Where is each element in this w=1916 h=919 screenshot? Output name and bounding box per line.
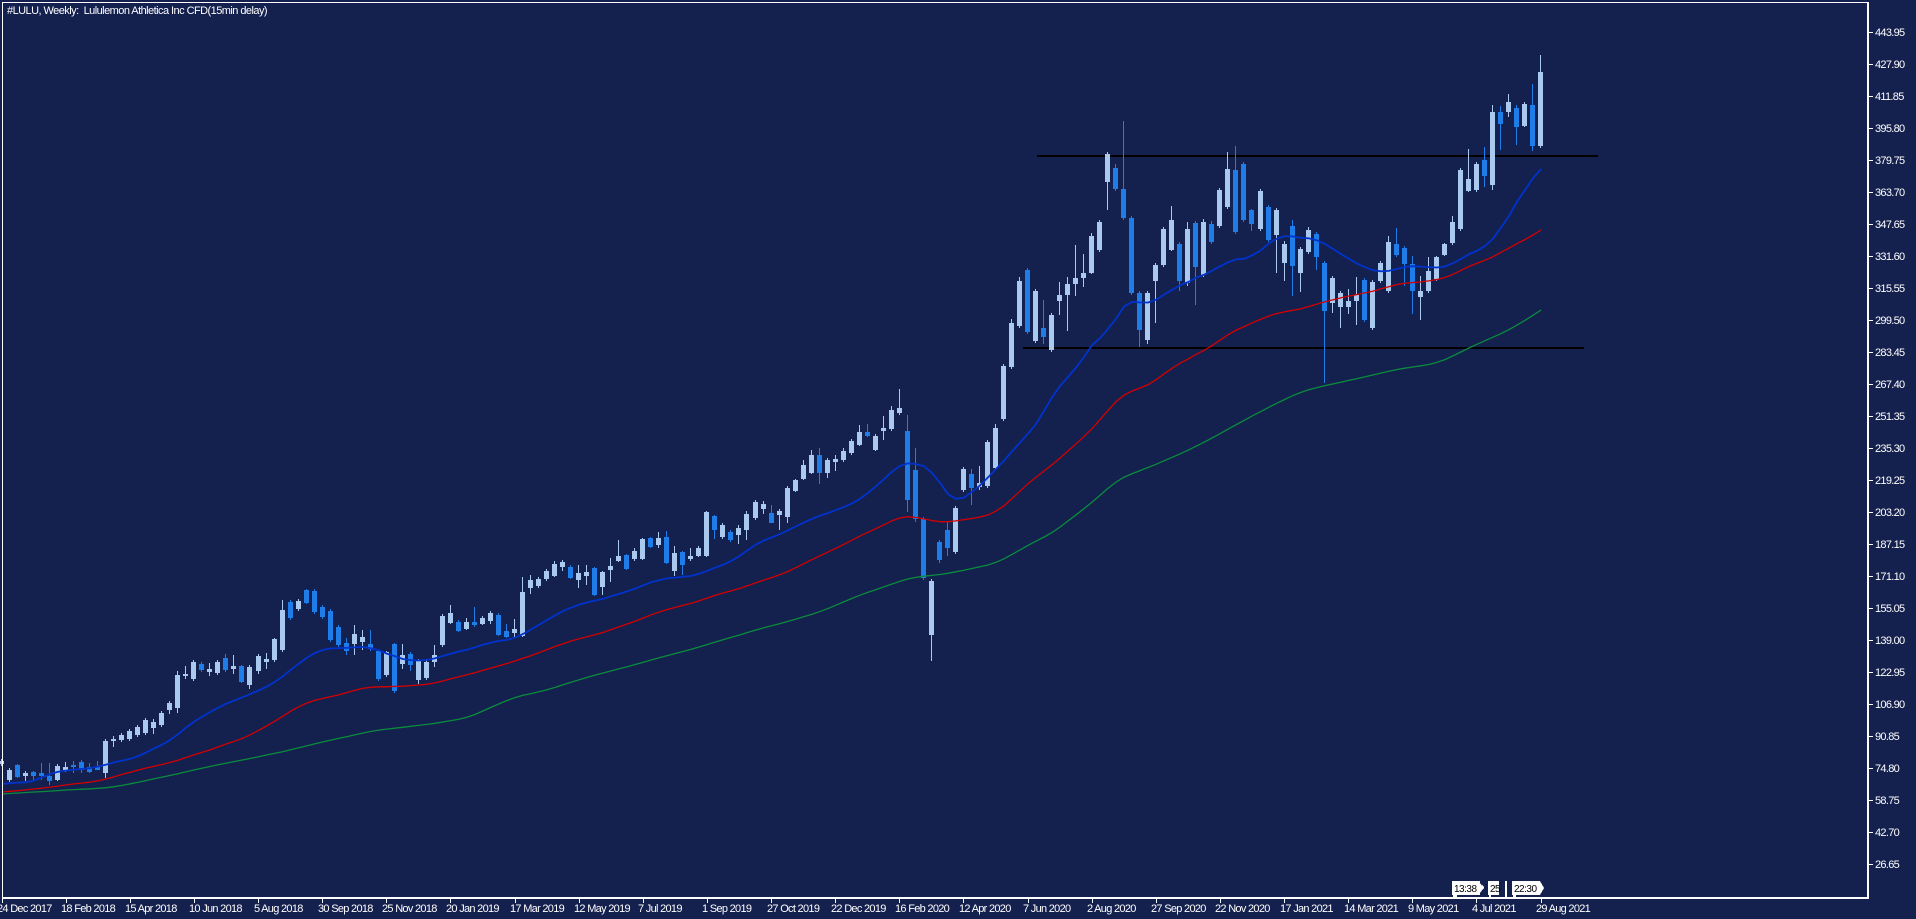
svg-text:2 Aug 2020: 2 Aug 2020	[1087, 903, 1136, 915]
svg-text:106.90: 106.90	[1875, 699, 1905, 711]
svg-text:13:38: 13:38	[1454, 884, 1477, 895]
svg-text:235.30: 235.30	[1875, 443, 1905, 455]
svg-text:26.65: 26.65	[1875, 859, 1900, 871]
svg-text:4 Jul 2021: 4 Jul 2021	[1472, 903, 1516, 915]
svg-text:18 Feb 2018: 18 Feb 2018	[61, 903, 116, 915]
svg-text:187.15: 187.15	[1875, 539, 1905, 551]
svg-text:267.40: 267.40	[1875, 379, 1905, 391]
svg-text:7 Jul 2019: 7 Jul 2019	[638, 903, 682, 915]
svg-text:155.05: 155.05	[1875, 603, 1905, 615]
svg-text:16 Feb 2020: 16 Feb 2020	[895, 903, 950, 915]
svg-text:14 Mar 2021: 14 Mar 2021	[1344, 903, 1399, 915]
svg-text:29 Aug 2021: 29 Aug 2021	[1536, 903, 1591, 915]
svg-text:5 Aug 2018: 5 Aug 2018	[254, 903, 303, 915]
svg-text:443.95: 443.95	[1875, 27, 1905, 39]
svg-text:12 Apr 2020: 12 Apr 2020	[959, 903, 1011, 915]
svg-text:331.60: 331.60	[1875, 251, 1905, 263]
svg-text:25 Nov 2018: 25 Nov 2018	[382, 903, 437, 915]
svg-text:20 Jan 2019: 20 Jan 2019	[446, 903, 499, 915]
svg-text:299.50: 299.50	[1875, 315, 1905, 327]
svg-text:203.20: 203.20	[1875, 507, 1905, 519]
svg-text:251.35: 251.35	[1875, 411, 1905, 423]
svg-text:363.70: 363.70	[1875, 187, 1905, 199]
svg-text:10 Jun 2018: 10 Jun 2018	[189, 903, 242, 915]
svg-text:17 Mar 2019: 17 Mar 2019	[510, 903, 565, 915]
svg-text:15 Apr 2018: 15 Apr 2018	[125, 903, 177, 915]
svg-text:347.65: 347.65	[1875, 219, 1905, 231]
svg-text:27 Oct 2019: 27 Oct 2019	[767, 903, 820, 915]
svg-text:411.85: 411.85	[1875, 91, 1904, 103]
svg-text:74.80: 74.80	[1875, 763, 1900, 775]
svg-text:379.75: 379.75	[1875, 155, 1905, 167]
svg-text:9 May 2021: 9 May 2021	[1408, 903, 1459, 915]
svg-text:90.85: 90.85	[1875, 731, 1900, 743]
svg-text:12 May 2019: 12 May 2019	[574, 903, 630, 915]
svg-text:283.45: 283.45	[1875, 347, 1905, 359]
svg-text:171.10: 171.10	[1875, 571, 1905, 583]
svg-text:17 Jan 2021: 17 Jan 2021	[1280, 903, 1333, 915]
svg-text:7 Jun 2020: 7 Jun 2020	[1023, 903, 1071, 915]
svg-text:27 Sep 2020: 27 Sep 2020	[1151, 903, 1206, 915]
svg-text:139.00: 139.00	[1875, 635, 1905, 647]
svg-text:22 Nov 2020: 22 Nov 2020	[1215, 903, 1270, 915]
svg-text:30 Sep 2018: 30 Sep 2018	[318, 903, 373, 915]
svg-text:395.80: 395.80	[1875, 123, 1905, 135]
svg-text:427.90: 427.90	[1875, 59, 1905, 71]
svg-text:42.70: 42.70	[1875, 827, 1900, 839]
svg-text:22:30: 22:30	[1514, 884, 1537, 895]
svg-text:315.55: 315.55	[1875, 283, 1905, 295]
svg-text:122.95: 122.95	[1875, 667, 1905, 679]
svg-text:25: 25	[1490, 884, 1501, 895]
svg-text:22 Dec 2019: 22 Dec 2019	[831, 903, 886, 915]
svg-text:1 Sep 2019: 1 Sep 2019	[702, 903, 752, 915]
svg-text:24 Dec 2017: 24 Dec 2017	[0, 903, 52, 915]
svg-text:#LULU, Weekly: Lululemon Athl: #LULU, Weekly: Lululemon Athletica Inc C…	[7, 5, 267, 17]
svg-text:219.25: 219.25	[1875, 475, 1905, 487]
svg-text:58.75: 58.75	[1875, 795, 1900, 807]
